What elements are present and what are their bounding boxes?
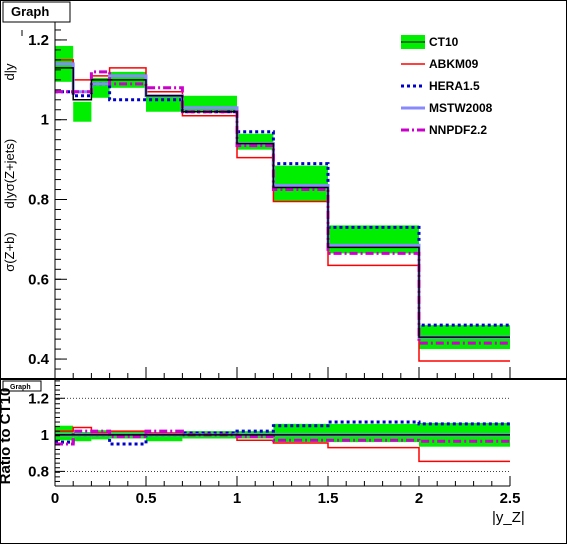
x-tick-label: 2.5 bbox=[500, 490, 521, 507]
ratio-band-bin bbox=[146, 433, 183, 442]
top-band-bin bbox=[91, 77, 110, 98]
legend-label: ABKM09 bbox=[429, 57, 479, 71]
top-plot-data bbox=[55, 45, 510, 362]
ylabel-frac-top: d|y bbox=[2, 63, 17, 81]
legend-label: CT10 bbox=[429, 35, 459, 49]
legend-label: HERA1.5 bbox=[429, 79, 480, 93]
top-band-bin bbox=[73, 101, 92, 122]
ratio-y-tick-label: 1.2 bbox=[28, 390, 49, 407]
x-tick-label: 0.5 bbox=[136, 490, 157, 507]
x-tick-label: 0 bbox=[51, 490, 59, 507]
top-title: Graph bbox=[11, 4, 49, 19]
legend: CT10 ABKM09 HERA1.5 MSTW2008 NNPDF2.2 bbox=[401, 35, 493, 137]
ratio-band-bin bbox=[73, 432, 92, 442]
top-band-bin bbox=[328, 225, 419, 254]
ratio-band-bin bbox=[55, 425, 74, 441]
x-tick-label: 2 bbox=[415, 490, 423, 507]
ratio-series-nnpdf2-2 bbox=[55, 429, 510, 446]
x-tick-label: 1.5 bbox=[318, 490, 339, 507]
ratio-band-bin bbox=[328, 423, 419, 443]
top-band-bin bbox=[146, 95, 183, 112]
ratio-axes: 0.8 1 1.2 0 0.5 1 1.5 2 2.5 bbox=[28, 380, 520, 507]
top-y-tick-label: 0.4 bbox=[28, 351, 50, 368]
ratio-title-box: Graph bbox=[2, 380, 42, 392]
ylabel-frac-bottom: d|y bbox=[2, 191, 17, 209]
top-y-tick-label: 0.8 bbox=[28, 192, 49, 209]
ratio-plot-data bbox=[55, 420, 510, 463]
xlabel: |y_Z| bbox=[492, 509, 525, 526]
ylabel-denominator-sigma: σ(Z+b) bbox=[2, 232, 17, 271]
top-band-bin bbox=[237, 133, 274, 150]
legend-label: MSTW2008 bbox=[429, 101, 493, 115]
top-band-bin bbox=[182, 95, 237, 112]
x-tick-label: 1 bbox=[233, 490, 241, 507]
top-title-box: Graph bbox=[2, 1, 71, 23]
ratio-y-tick-label: 0.8 bbox=[28, 463, 49, 480]
top-band-bin bbox=[273, 165, 328, 202]
ratio-ylabel: Ratio to CT10 bbox=[0, 388, 14, 485]
top-y-tick-label: 0.6 bbox=[28, 271, 49, 288]
ratio-band-bin bbox=[273, 423, 328, 443]
ylabel-numerator-sigma: σ(Z+jets) bbox=[2, 139, 17, 191]
top-axes: 0.4 0.6 0.8 1 1.2 bbox=[28, 19, 511, 380]
top-y-tick-label: 1 bbox=[41, 112, 49, 129]
top-series-central-value bbox=[55, 67, 510, 338]
ratio-y-tick-label: 1 bbox=[41, 427, 49, 444]
legend-label: NNPDF2.2 bbox=[429, 123, 487, 137]
top-ylabel: σ(Z+jets) σ(Z+b) d|y d|y bbox=[2, 30, 23, 272]
top-y-tick-label: 1.2 bbox=[28, 32, 49, 49]
ratio-title: Graph bbox=[10, 384, 31, 391]
